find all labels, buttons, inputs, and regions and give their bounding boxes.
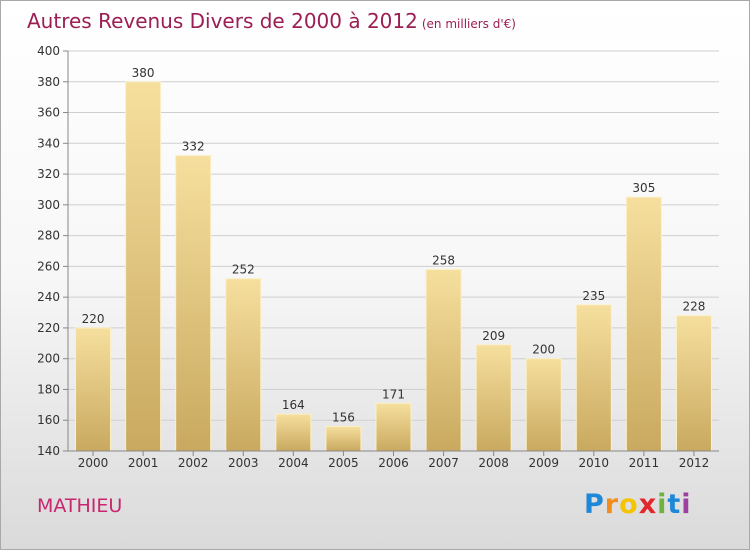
axes: 140 160 180 200 220 240 260 280 300 320 340 360 380 4… [37, 44, 719, 470]
title-text: Autres Revenus Divers de 2000 à 2012 [27, 9, 418, 33]
logo-letter: x [638, 489, 658, 520]
commune-name: MATHIEU [37, 495, 123, 517]
y-tick-label: 320 [37, 167, 60, 181]
logo-letter: o [619, 489, 639, 520]
bar [625, 196, 662, 452]
y-tick-label: 300 [37, 198, 60, 212]
chart-title: Autres Revenus Divers de 2000 à 2012 (en … [27, 9, 516, 33]
chart-subtitle: (en milliers d'€) [421, 17, 516, 31]
logo-letter: r [604, 489, 620, 520]
y-tick-label: 160 [37, 413, 60, 427]
x-tick-label: 2008 [478, 456, 509, 470]
bars: 220 380 332 252 164 156 171 258 209 200 235 305 228 [75, 66, 712, 452]
y-tick-label: 240 [37, 290, 60, 304]
y-tick-label: 260 [37, 259, 60, 273]
data-label: 235 [582, 289, 605, 303]
bar [175, 155, 212, 452]
x-tick-label: 2003 [228, 456, 259, 470]
bar [525, 358, 562, 452]
bar [325, 425, 362, 452]
bar [125, 81, 162, 452]
y-tick-label: 340 [37, 136, 60, 150]
logo-letter: i [681, 489, 692, 520]
bar [375, 402, 412, 452]
bar [75, 327, 112, 452]
data-label: 200 [532, 343, 555, 357]
y-tick-label: 360 [37, 106, 60, 120]
bar [425, 268, 462, 452]
logo-letter: t [667, 489, 682, 520]
proxiti-logo: Proxiti [584, 489, 692, 520]
data-label: 228 [683, 300, 706, 314]
y-tick-label: 200 [37, 352, 60, 366]
bar [225, 278, 262, 452]
data-label: 258 [432, 253, 455, 267]
y-tick-label: 280 [37, 229, 60, 243]
y-tick-label: 380 [37, 75, 60, 89]
x-tick-label: 2005 [328, 456, 359, 470]
x-tick-label: 2006 [378, 456, 409, 470]
x-tick-label: 2001 [128, 456, 159, 470]
data-label: 156 [332, 410, 355, 424]
data-label: 209 [482, 329, 505, 343]
x-tick-label: 2004 [278, 456, 309, 470]
data-label: 220 [82, 312, 105, 326]
y-tick-label: 400 [37, 44, 60, 58]
x-tick-label: 2000 [78, 456, 109, 470]
x-tick-label: 2002 [178, 456, 209, 470]
y-tick-label: 140 [37, 444, 60, 458]
data-label: 332 [182, 140, 205, 154]
x-tick-label: 2010 [579, 456, 610, 470]
data-label: 380 [132, 66, 155, 80]
data-label: 171 [382, 387, 405, 401]
logo-letter: i [657, 489, 668, 520]
y-tick-label: 220 [37, 321, 60, 335]
bar [675, 315, 712, 452]
x-tick-label: 2012 [679, 456, 710, 470]
logo-letter: P [584, 489, 605, 520]
bar [275, 413, 312, 452]
data-label: 305 [632, 181, 655, 195]
x-tick-label: 2011 [629, 456, 660, 470]
x-tick-label: 2007 [428, 456, 459, 470]
data-label: 252 [232, 263, 255, 277]
bar [475, 344, 512, 452]
bar [575, 304, 612, 452]
y-tick-label: 180 [37, 382, 60, 396]
data-label: 164 [282, 398, 305, 412]
x-tick-label: 2009 [528, 456, 559, 470]
